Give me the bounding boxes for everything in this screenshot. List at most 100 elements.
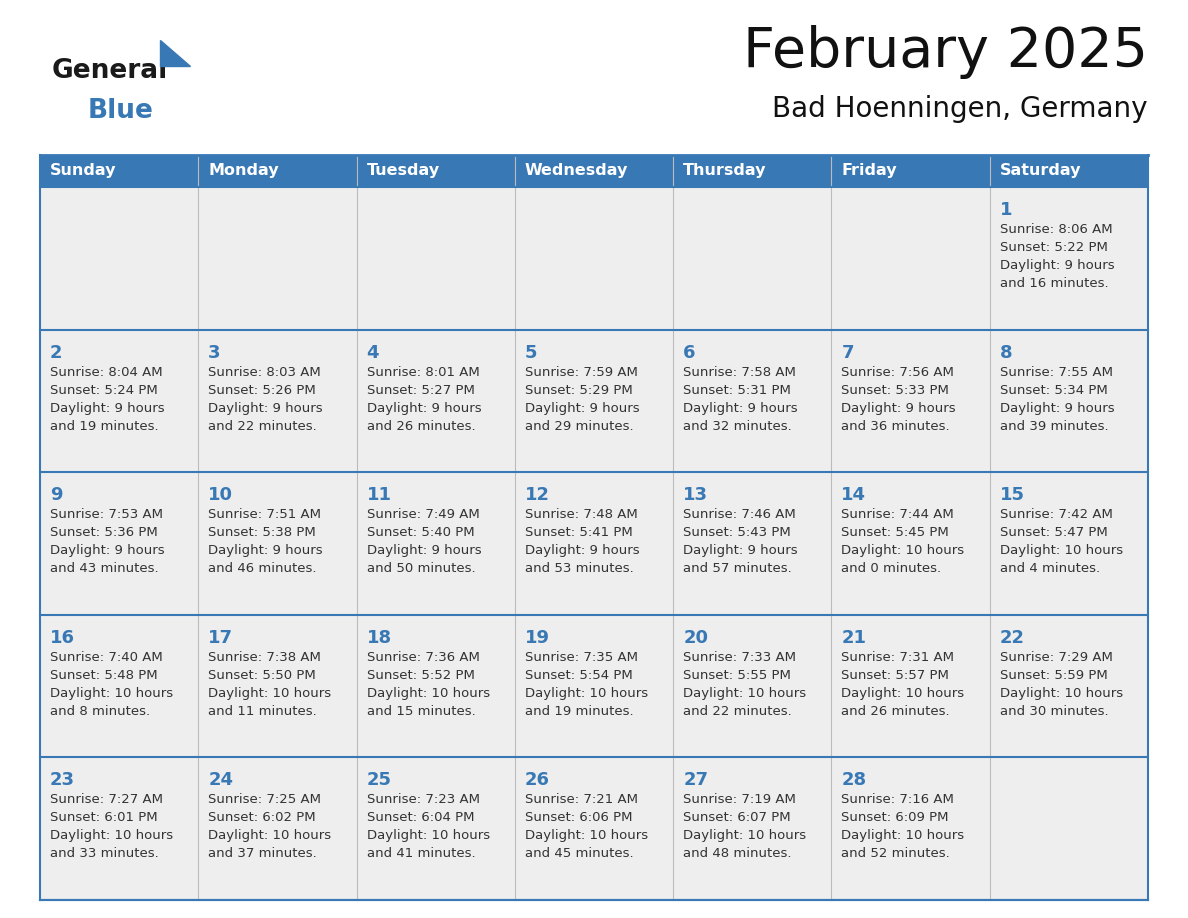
Text: Daylight: 9 hours: Daylight: 9 hours (525, 401, 639, 415)
Text: 18: 18 (367, 629, 392, 647)
Text: and 19 minutes.: and 19 minutes. (525, 705, 633, 718)
Polygon shape (160, 40, 190, 66)
Bar (40, 155, 198, 187)
Bar (514, 472, 674, 615)
Text: Daylight: 9 hours: Daylight: 9 hours (683, 544, 798, 557)
Text: Daylight: 10 hours: Daylight: 10 hours (525, 687, 647, 700)
Text: 16: 16 (50, 629, 75, 647)
Bar (674, 187, 832, 330)
Text: and 19 minutes.: and 19 minutes. (50, 420, 159, 432)
Text: Sunset: 5:57 PM: Sunset: 5:57 PM (841, 669, 949, 682)
Text: Sunrise: 7:36 AM: Sunrise: 7:36 AM (367, 651, 480, 664)
Bar (514, 330, 674, 472)
Text: Monday: Monday (208, 163, 279, 178)
Text: Blue: Blue (88, 98, 154, 124)
Text: and 4 minutes.: and 4 minutes. (1000, 562, 1100, 576)
Text: 9: 9 (50, 487, 63, 504)
Text: General: General (52, 58, 169, 84)
Text: 1: 1 (1000, 201, 1012, 219)
Text: Sunset: 5:40 PM: Sunset: 5:40 PM (367, 526, 474, 539)
Text: 6: 6 (683, 343, 696, 362)
Text: and 53 minutes.: and 53 minutes. (525, 562, 633, 576)
Text: 22: 22 (1000, 629, 1025, 647)
Text: Daylight: 9 hours: Daylight: 9 hours (50, 544, 165, 557)
Text: Sunday: Sunday (50, 163, 116, 178)
Text: Daylight: 10 hours: Daylight: 10 hours (208, 829, 331, 843)
Text: Sunset: 6:02 PM: Sunset: 6:02 PM (208, 812, 316, 824)
Text: Sunrise: 7:38 AM: Sunrise: 7:38 AM (208, 651, 321, 664)
Text: and 57 minutes.: and 57 minutes. (683, 562, 792, 576)
Text: and 39 minutes.: and 39 minutes. (1000, 420, 1108, 432)
Text: Tuesday: Tuesday (367, 163, 440, 178)
Bar (356, 472, 514, 615)
Text: Sunset: 5:41 PM: Sunset: 5:41 PM (525, 526, 632, 539)
Text: and 43 minutes.: and 43 minutes. (50, 562, 159, 576)
Bar (514, 187, 674, 330)
Text: Sunset: 6:07 PM: Sunset: 6:07 PM (683, 812, 791, 824)
Text: Sunrise: 7:53 AM: Sunrise: 7:53 AM (50, 509, 163, 521)
Text: and 29 minutes.: and 29 minutes. (525, 420, 633, 432)
Text: Friday: Friday (841, 163, 897, 178)
Text: Daylight: 9 hours: Daylight: 9 hours (841, 401, 956, 415)
Text: Daylight: 10 hours: Daylight: 10 hours (367, 687, 489, 700)
Text: 3: 3 (208, 343, 221, 362)
Bar (674, 330, 832, 472)
Text: and 22 minutes.: and 22 minutes. (208, 420, 317, 432)
Text: Sunrise: 7:42 AM: Sunrise: 7:42 AM (1000, 509, 1113, 521)
Text: Daylight: 9 hours: Daylight: 9 hours (208, 544, 323, 557)
Text: Sunset: 5:59 PM: Sunset: 5:59 PM (1000, 669, 1107, 682)
Bar (356, 187, 514, 330)
Text: Sunrise: 7:19 AM: Sunrise: 7:19 AM (683, 793, 796, 806)
Text: Sunset: 5:54 PM: Sunset: 5:54 PM (525, 669, 632, 682)
Text: 7: 7 (841, 343, 854, 362)
Bar (40, 615, 198, 757)
Bar (832, 757, 990, 900)
Text: Daylight: 10 hours: Daylight: 10 hours (841, 687, 965, 700)
Text: 26: 26 (525, 771, 550, 789)
Text: 12: 12 (525, 487, 550, 504)
Text: Sunset: 6:09 PM: Sunset: 6:09 PM (841, 812, 949, 824)
Text: 2: 2 (50, 343, 63, 362)
Text: Sunrise: 7:27 AM: Sunrise: 7:27 AM (50, 793, 163, 806)
Text: Daylight: 10 hours: Daylight: 10 hours (50, 829, 173, 843)
Text: Sunset: 5:24 PM: Sunset: 5:24 PM (50, 384, 158, 397)
Text: and 37 minutes.: and 37 minutes. (208, 847, 317, 860)
Text: 24: 24 (208, 771, 233, 789)
Text: Daylight: 9 hours: Daylight: 9 hours (1000, 401, 1114, 415)
Text: 19: 19 (525, 629, 550, 647)
Text: Sunrise: 7:16 AM: Sunrise: 7:16 AM (841, 793, 954, 806)
Bar (40, 330, 198, 472)
Text: Daylight: 9 hours: Daylight: 9 hours (208, 401, 323, 415)
Text: Sunset: 5:27 PM: Sunset: 5:27 PM (367, 384, 474, 397)
Text: Sunrise: 7:55 AM: Sunrise: 7:55 AM (1000, 365, 1113, 378)
Text: Sunset: 5:47 PM: Sunset: 5:47 PM (1000, 526, 1107, 539)
Text: Sunset: 5:22 PM: Sunset: 5:22 PM (1000, 241, 1107, 254)
Text: Sunrise: 7:31 AM: Sunrise: 7:31 AM (841, 651, 954, 664)
Text: Sunset: 5:34 PM: Sunset: 5:34 PM (1000, 384, 1107, 397)
Bar (832, 615, 990, 757)
Text: Daylight: 10 hours: Daylight: 10 hours (525, 829, 647, 843)
Text: Wednesday: Wednesday (525, 163, 628, 178)
Text: Sunset: 5:26 PM: Sunset: 5:26 PM (208, 384, 316, 397)
Bar (674, 615, 832, 757)
Text: Sunrise: 7:23 AM: Sunrise: 7:23 AM (367, 793, 480, 806)
Text: 21: 21 (841, 629, 866, 647)
Bar (356, 757, 514, 900)
Text: Sunset: 5:55 PM: Sunset: 5:55 PM (683, 669, 791, 682)
Text: Sunrise: 7:59 AM: Sunrise: 7:59 AM (525, 365, 638, 378)
Text: Sunset: 5:33 PM: Sunset: 5:33 PM (841, 384, 949, 397)
Text: 28: 28 (841, 771, 866, 789)
Text: Sunrise: 7:49 AM: Sunrise: 7:49 AM (367, 509, 479, 521)
Text: Thursday: Thursday (683, 163, 766, 178)
Text: Sunrise: 8:04 AM: Sunrise: 8:04 AM (50, 365, 163, 378)
Bar (198, 330, 356, 472)
Bar (198, 472, 356, 615)
Text: 10: 10 (208, 487, 233, 504)
Bar (356, 330, 514, 472)
Text: Daylight: 10 hours: Daylight: 10 hours (50, 687, 173, 700)
Text: and 32 minutes.: and 32 minutes. (683, 420, 792, 432)
Text: Daylight: 10 hours: Daylight: 10 hours (683, 829, 807, 843)
Text: and 22 minutes.: and 22 minutes. (683, 705, 792, 718)
Text: 8: 8 (1000, 343, 1012, 362)
Text: and 45 minutes.: and 45 minutes. (525, 847, 633, 860)
